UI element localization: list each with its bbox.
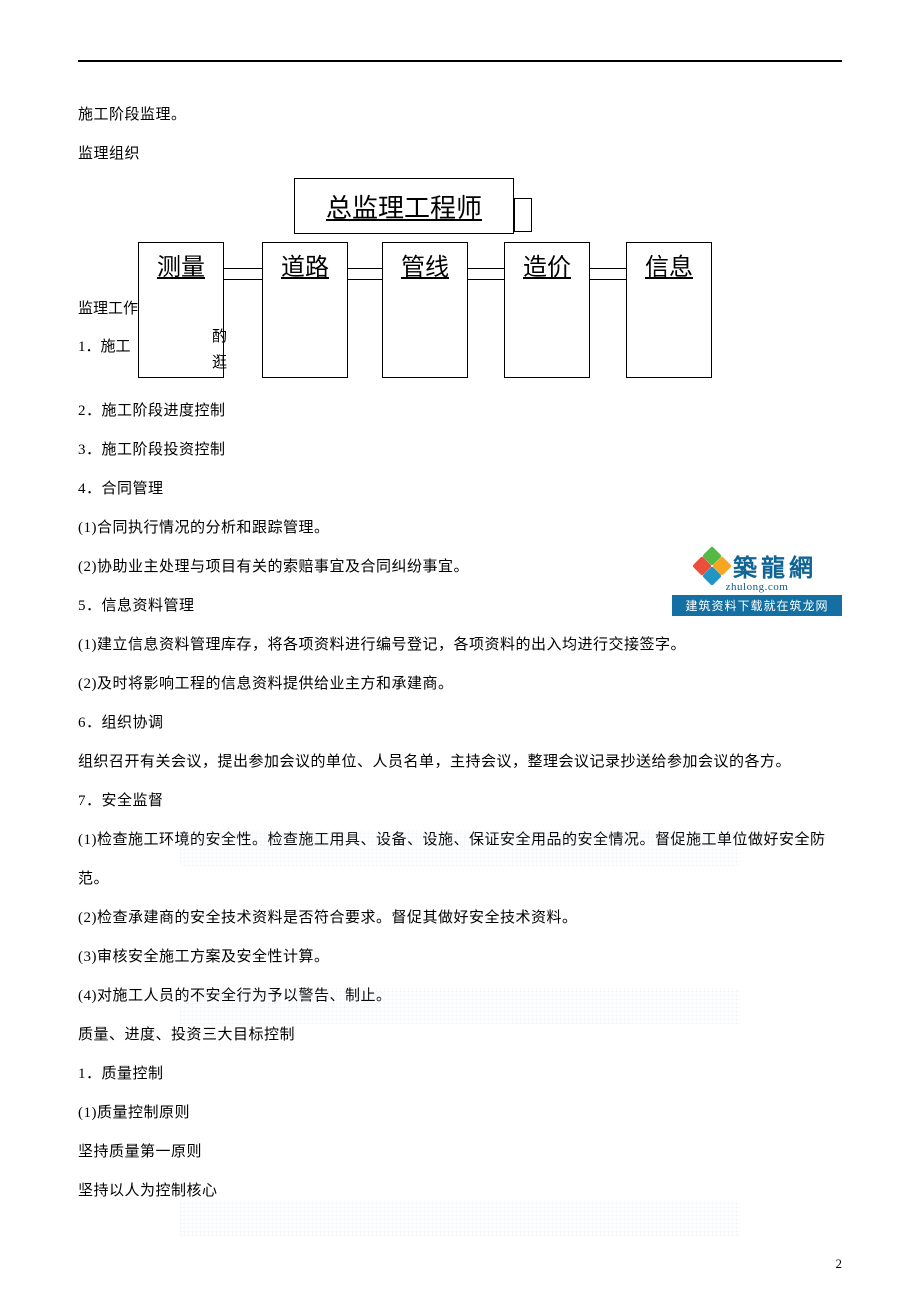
body-line: 7．安全监督 — [78, 782, 842, 821]
body-line: 2．施工阶段进度控制 — [78, 392, 842, 431]
body-line: 坚持质量第一原则 — [78, 1133, 842, 1172]
org-connector — [224, 268, 262, 280]
body-line: (2)及时将影响工程的信息资料提供给业主方和承建商。 — [78, 665, 842, 704]
org-stub-box — [514, 198, 532, 232]
org-connector — [468, 268, 504, 280]
org-connector — [348, 268, 382, 280]
body-line: (1)质量控制原则 — [78, 1094, 842, 1133]
body-line: (1)建立信息资料管理库存，将各项资料进行编号登记，各项资料的出入均进行交接签字… — [78, 626, 842, 665]
watermark-logo: 築龍網 zhulong.com 建筑资料下载就在筑龙网 — [672, 548, 842, 616]
page: 施工阶段监理。 监理组织 监理工作 1．施工 总监理工程师 测量 道路 管线 造… — [0, 0, 920, 1302]
org-chart: 监理工作 1．施工 总监理工程师 测量 道路 管线 造价 信息 酌 逛 — [78, 178, 842, 388]
org-root-box: 总监理工程师 — [294, 178, 514, 234]
org-node-4: 造价 — [504, 242, 590, 378]
org-connector — [590, 268, 626, 280]
body-line: 4．合同管理 — [78, 470, 842, 509]
org-node-2: 道路 — [262, 242, 348, 378]
occluded-text-1: 监理工作 — [78, 290, 138, 329]
logo-top-row: 築龍網 — [672, 548, 842, 583]
stray-glyph-1: 酌 — [212, 328, 227, 348]
intro-line-1: 施工阶段监理。 — [78, 96, 842, 135]
top-rule — [78, 60, 842, 62]
body-line: 3．施工阶段投资控制 — [78, 431, 842, 470]
page-number: 2 — [836, 1256, 843, 1272]
intro-line-2: 监理组织 — [78, 135, 842, 174]
body-line: 坚持以人为控制核心 — [78, 1172, 842, 1211]
body-line: 6．组织协调 — [78, 704, 842, 743]
logo-bar: 建筑资料下载就在筑龙网 — [672, 595, 842, 616]
body-line: 组织召开有关会议，提出参加会议的单位、人员名单，主持会议，整理会议记录抄送给参加… — [78, 743, 842, 782]
body-line: (3)审核安全施工方案及安全性计算。 — [78, 938, 842, 977]
logo-title: 築龍網 — [733, 548, 817, 583]
body-line: (1)合同执行情况的分析和跟踪管理。 — [78, 509, 842, 548]
body-line: 1．质量控制 — [78, 1055, 842, 1094]
logo-petal-icon — [697, 551, 727, 581]
body-line: (1)检查施工环境的安全性。检查施工用具、设备、设施、保证安全用品的安全情况。督… — [78, 821, 842, 899]
body-line: (4)对施工人员的不安全行为予以警告、制止。 — [78, 977, 842, 1016]
org-node-3: 管线 — [382, 242, 468, 378]
body-line: 质量、进度、投资三大目标控制 — [78, 1016, 842, 1055]
occluded-text-2: 1．施工 — [78, 328, 131, 367]
body-line: (2)检查承建商的安全技术资料是否符合要求。督促其做好安全技术资料。 — [78, 899, 842, 938]
stray-glyph-2: 逛 — [212, 354, 227, 374]
org-node-5: 信息 — [626, 242, 712, 378]
